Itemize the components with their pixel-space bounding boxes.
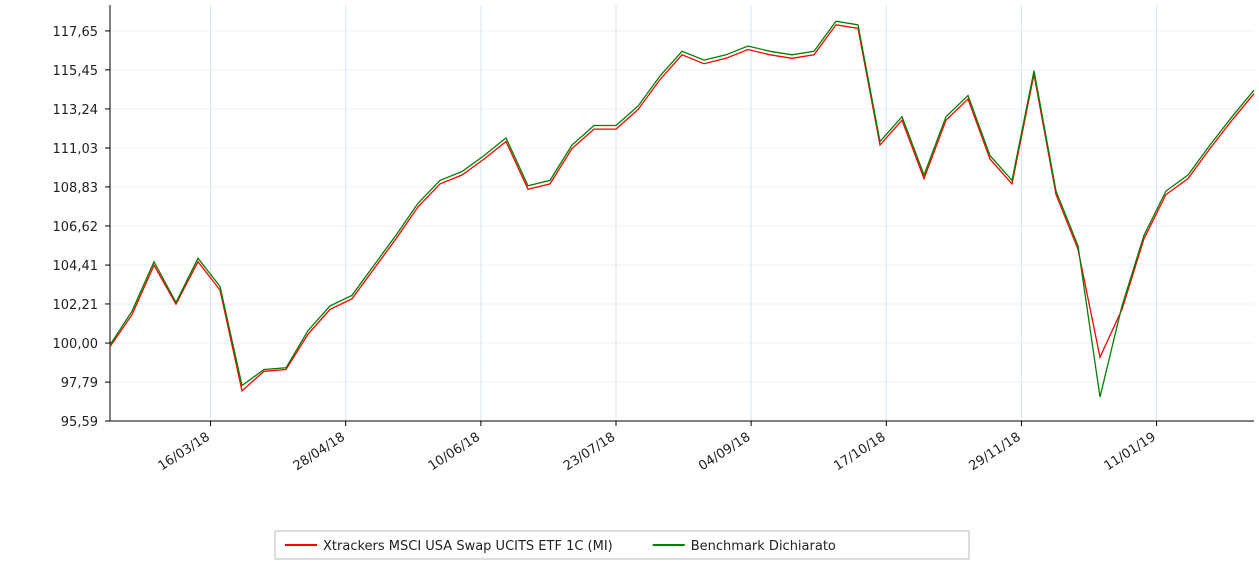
series-line	[109, 20, 1255, 398]
y-tick-label: 100,00	[53, 337, 99, 352]
x-tick-label: 29/11/18	[966, 430, 1023, 474]
x-tick-label: 11/01/19	[1102, 430, 1159, 474]
y-tick-label: 117,65	[53, 25, 99, 40]
x-tick-label: 17/10/18	[831, 430, 888, 474]
y-tick-label: 95,59	[61, 415, 98, 430]
x-tick-label: 28/04/18	[291, 430, 348, 474]
x-tick-label: 23/07/18	[561, 430, 618, 474]
series-line	[109, 24, 1255, 393]
y-tick-label: 102,21	[53, 298, 99, 313]
y-tick-label: 113,24	[53, 103, 99, 118]
x-tick-label: 16/03/18	[156, 430, 213, 474]
x-tick-label: 10/06/18	[426, 430, 483, 474]
legend-label: Xtrackers MSCI USA Swap UCITS ETF 1C (MI…	[323, 539, 613, 554]
legend-label: Benchmark Dichiarato	[691, 539, 836, 554]
y-tick-label: 111,03	[53, 142, 99, 157]
legend	[274, 530, 970, 560]
y-tick-label: 104,41	[53, 259, 99, 274]
y-tick-label: 108,83	[53, 181, 99, 196]
y-tick-label: 97,79	[61, 376, 98, 391]
y-tick-label: 106,62	[53, 220, 99, 235]
x-tick-label: 04/09/18	[696, 430, 753, 474]
y-tick-label: 115,45	[53, 64, 99, 79]
